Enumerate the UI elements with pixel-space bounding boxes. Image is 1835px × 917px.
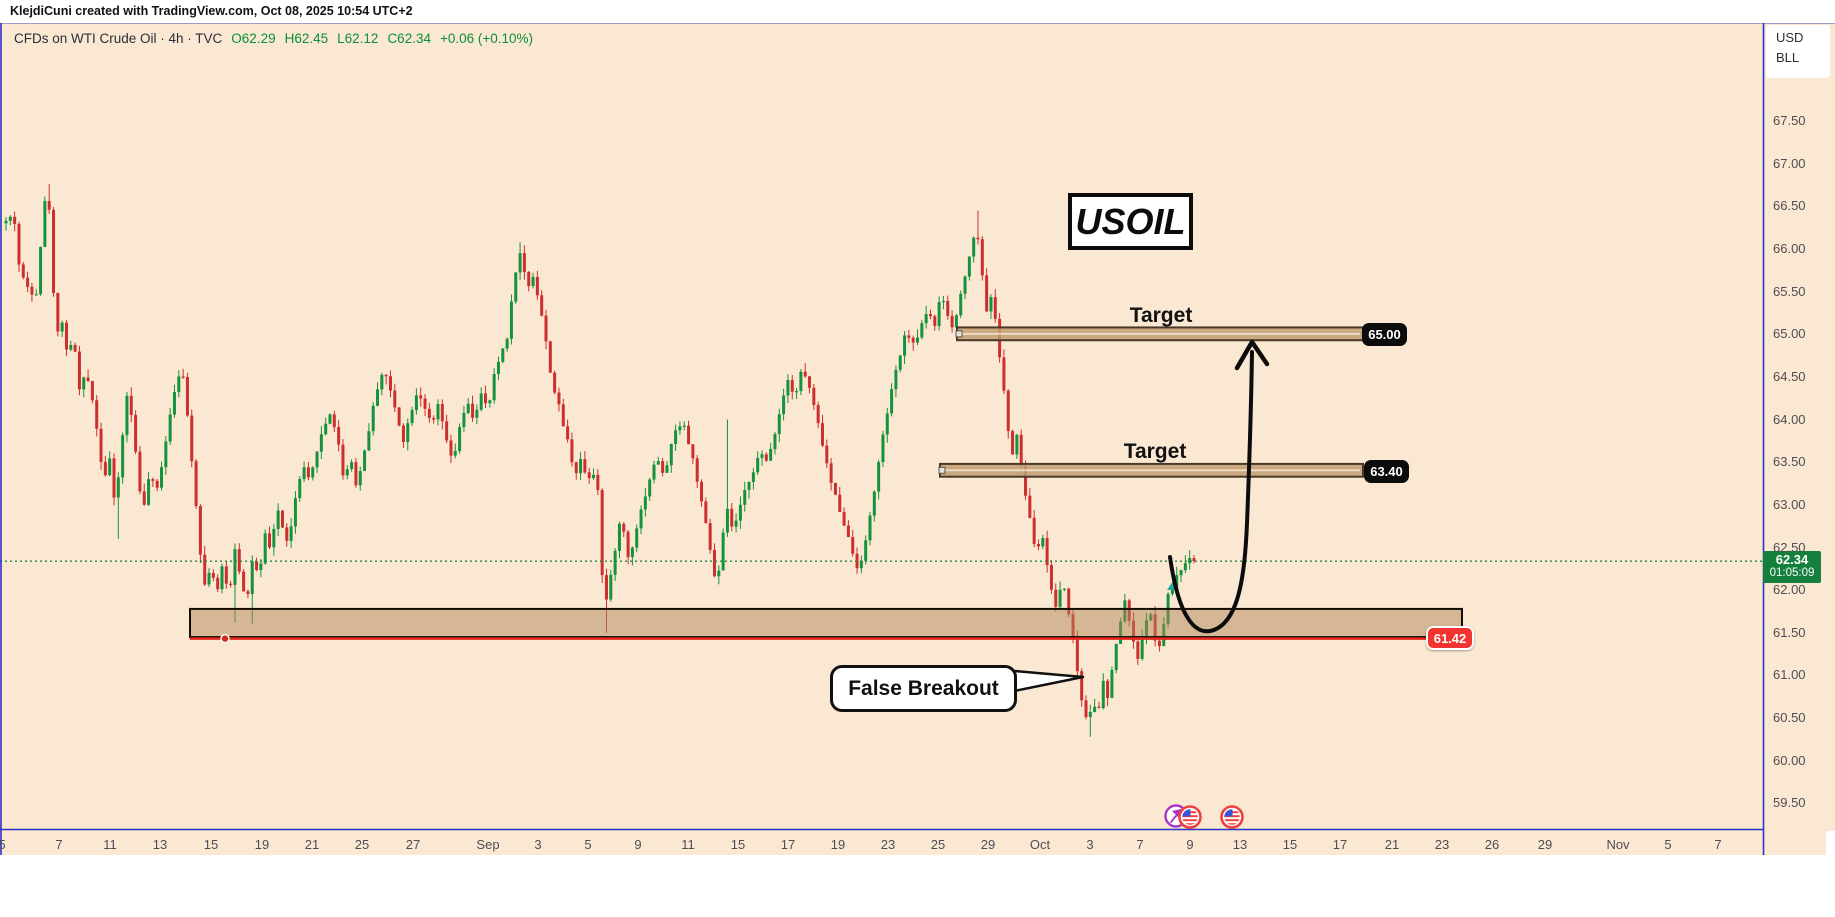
- ohlc-close: C62.34: [387, 31, 431, 46]
- symbol-header[interactable]: CFDs on WTI Crude Oil · 4h · TVC O62.29 H6…: [14, 31, 533, 46]
- price-tag-target-lower: 63.40: [1364, 460, 1409, 483]
- price-tick-label: 67.00: [1773, 155, 1806, 171]
- us-flag-calendar-icon[interactable]: [1178, 805, 1202, 829]
- time-axis-label: 23: [1434, 837, 1450, 852]
- false-breakout-callout[interactable]: False Breakout: [830, 665, 1017, 712]
- price-tick-label: 60.00: [1773, 752, 1806, 768]
- price-tick-label: 64.50: [1773, 368, 1806, 384]
- time-axis-label: 27: [405, 837, 421, 852]
- price-tick-label: 65.50: [1773, 283, 1806, 299]
- time-axis-label: 17: [1332, 837, 1348, 852]
- time-axis-label: Sep: [476, 837, 500, 852]
- time-axis-label: Oct: [1029, 837, 1051, 852]
- time-axis-label: 3: [534, 837, 542, 852]
- economic-calendar-icons[interactable]: [1164, 804, 1244, 829]
- ohlc-open: O62.29: [231, 31, 276, 46]
- time-axis-label: 23: [880, 837, 896, 852]
- price-tick-label: 61.50: [1773, 624, 1806, 640]
- time-axis-label: 15: [1282, 837, 1298, 852]
- price-tick-label: 64.00: [1773, 411, 1806, 427]
- time-axis-label: 11: [681, 837, 695, 852]
- time-axis-label: 9: [634, 837, 642, 852]
- currency-unit-box[interactable]: USD BLL: [1766, 25, 1830, 78]
- time-axis-label: 9: [1186, 837, 1194, 852]
- zone-handle[interactable]: [938, 466, 946, 474]
- time-axis-label: 13: [152, 837, 168, 852]
- attribution-bar: KlejdiCuni created with TradingView.com,…: [0, 0, 1835, 23]
- time-axis-label: 21: [1384, 837, 1400, 852]
- candlestick-series: [4, 184, 1196, 737]
- time-axis-label: 3: [1086, 837, 1094, 852]
- time-axis-label: 26: [1484, 837, 1500, 852]
- time-axis-label: 11: [103, 837, 117, 852]
- projection-arrow[interactable]: [1168, 339, 1270, 634]
- time-axis-label: Nov: [1606, 837, 1630, 852]
- time-axis-label: 19: [830, 837, 846, 852]
- ohlc-low: L62.12: [337, 31, 379, 46]
- ohlc-change: +0.06 (+0.10%): [439, 31, 534, 46]
- price-tick-label: 62.50: [1773, 539, 1806, 555]
- target-label-upper[interactable]: Target: [1129, 304, 1193, 327]
- price-tick-label: 61.00: [1773, 667, 1806, 683]
- footer-bar: TradingView: [0, 855, 1835, 917]
- time-axis-label: 15: [730, 837, 746, 852]
- ohlc-high: H62.45: [284, 31, 329, 46]
- price-tick-label: 67.50: [1773, 113, 1806, 128]
- time-axis-label: 29: [980, 837, 996, 852]
- price-tag-target-upper: 65.00: [1362, 323, 1407, 346]
- price-tick-label: 63.00: [1773, 496, 1806, 512]
- time-axis-label: 15: [203, 837, 219, 852]
- price-tag-support: 61.42: [1426, 626, 1474, 650]
- price-tick-label: 65.00: [1773, 326, 1806, 342]
- time-axis-label: 21: [304, 837, 320, 852]
- time-axis-label: 13: [1232, 837, 1248, 852]
- time-axis-label: 25: [354, 837, 370, 852]
- chart-frame: [0, 23, 1835, 855]
- unit-label[interactable]: BLL: [1776, 50, 1800, 65]
- zone-handle[interactable]: [955, 330, 963, 338]
- bar-countdown: 01:05:09: [1769, 567, 1815, 579]
- time-axis-label: 5: [1664, 837, 1672, 852]
- time-axis-label: 5: [584, 837, 592, 852]
- price-tick-label: 63.50: [1773, 454, 1806, 470]
- time-axis-label: 7: [1714, 837, 1722, 852]
- time-axis-label: 7: [1136, 837, 1144, 852]
- price-tick-label: 62.00: [1773, 582, 1806, 598]
- symbol-title-annotation[interactable]: USOIL: [1068, 193, 1193, 250]
- target-label-lower[interactable]: Target: [1123, 440, 1187, 463]
- time-axis-label: 25: [930, 837, 946, 852]
- price-tick-label: 59.50: [1773, 795, 1806, 811]
- arrow-head: [1234, 339, 1270, 371]
- support-zone[interactable]: [189, 607, 1463, 639]
- us-flag-calendar-icon[interactable]: [1220, 805, 1244, 829]
- time-axis-label: 17: [780, 837, 796, 852]
- currency-label[interactable]: USD: [1776, 30, 1804, 45]
- current-price-value: 62.34: [1775, 552, 1809, 567]
- time-axis-label: 19: [254, 837, 270, 852]
- symbol-description[interactable]: CFDs on WTI Crude Oil · 4h · TVC: [14, 31, 223, 46]
- drawing-zones[interactable]: [189, 326, 1463, 644]
- support-line-anchor[interactable]: [220, 633, 230, 644]
- price-tag-current: 62.34 01:05:09: [1763, 551, 1821, 583]
- time-axis-strip[interactable]: [0, 831, 1826, 855]
- time-axis-label: 5: [0, 837, 6, 852]
- time-axis-label: 29: [1537, 837, 1553, 852]
- price-tick-label: 66.00: [1773, 240, 1806, 256]
- arrow-shaft: [1168, 350, 1254, 634]
- price-tick-label: 66.50: [1773, 198, 1806, 214]
- time-axis-label: 7: [55, 837, 63, 852]
- price-tick-label: 60.50: [1773, 710, 1806, 726]
